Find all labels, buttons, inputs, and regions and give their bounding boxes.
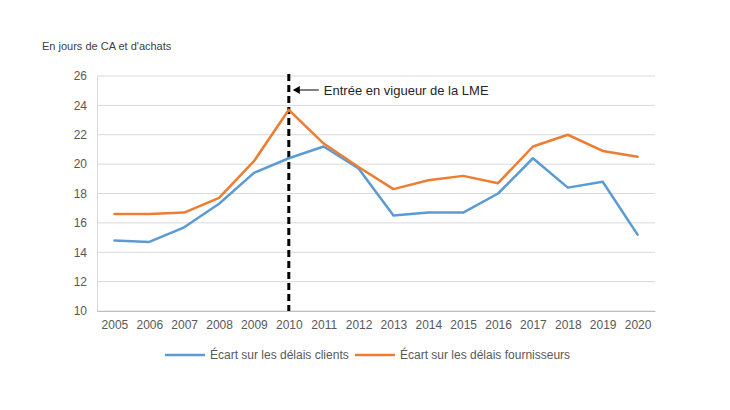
y-tick-label: 14 [74,246,88,260]
grid-line [97,222,655,223]
y-axis-title: En jours de CA et d'achats [42,40,172,52]
series-line [114,147,637,242]
plot-area [114,110,637,242]
grid-line [97,252,655,253]
chart: 1012141618202224262005200620072008200920… [0,0,730,410]
legend-swatch [165,354,205,357]
x-tick-label: 2019 [590,318,617,332]
x-tick-label: 2012 [346,318,373,332]
y-tick-label: 24 [74,99,88,113]
x-tick-label: 2018 [555,318,582,332]
x-tick: 2014 [415,311,442,332]
legend-swatch [355,354,395,357]
x-tick: 2016 [485,311,512,332]
y-tick-label: 12 [74,275,88,289]
y-tick-label: 22 [74,128,88,142]
y-axis: 10 12 14 16 18 20 22 24 26 [74,69,98,318]
y-tick-label: 26 [74,69,88,83]
x-tick: 2013 [381,311,408,332]
x-tick-label: 2015 [450,318,477,332]
x-tick-label: 2017 [520,318,547,332]
y-tick-label: 20 [74,157,88,171]
x-tick: 2020 [625,311,652,332]
y-tick: 12 [74,275,97,289]
x-tick: 2007 [171,311,198,332]
x-tick: 2018 [555,311,582,332]
x-tick-label: 2005 [102,318,129,332]
y-tick: 14 [74,246,97,260]
y-tick: 16 [74,216,97,230]
y-tick: 24 [74,99,97,113]
grid-line [97,164,655,165]
x-tick-label: 2010 [276,318,303,332]
grid-line [97,281,655,282]
x-axis: 2005 2006 2007 2008 2009 2010 2011 2012 2013 2014… [98,311,656,332]
y-tick: 20 [74,157,97,171]
x-tick: 2019 [590,311,617,332]
x-tick: 2006 [136,311,163,332]
x-tick-label: 2008 [206,318,233,332]
legend: Écart sur les délais clients Écart sur le… [165,347,570,362]
grid-line [97,76,655,77]
x-tick: 2009 [241,311,268,332]
y-tick: 22 [74,128,97,142]
x-tick: 2008 [206,311,233,332]
y-tick: 10 [74,304,97,318]
y-axis-line [97,77,98,312]
y-tick-label: 16 [74,216,88,230]
x-tick-label: 2013 [381,318,408,332]
x-tick-label: 2016 [485,318,512,332]
x-tick: 2012 [346,311,373,332]
x-tick-label: 2006 [136,318,163,332]
annotation-arrow-head [293,86,300,94]
legend-label: Écart sur les délais fournisseurs [400,347,570,362]
grid-line [97,105,655,106]
grid [97,76,655,311]
x-tick-label: 2011 [311,318,337,332]
legend-label: Écart sur les délais clients [210,347,349,362]
x-tick: 2010 [276,311,303,332]
y-tick: 26 [74,69,97,83]
y-tick-label: 10 [74,304,88,318]
series-line [114,110,637,214]
grid-line [97,311,655,312]
y-tick-label: 18 [74,187,88,201]
x-tick-label: 2009 [241,318,268,332]
y-tick: 18 [74,187,97,201]
x-tick: 2011 [311,311,337,332]
annotation-text: Entrée en vigueur de la LME [324,83,489,98]
x-tick-label: 2014 [415,318,442,332]
x-axis-line [98,311,656,312]
x-tick-label: 2007 [171,318,198,332]
x-tick: 2017 [520,311,547,332]
x-tick: 2015 [450,311,477,332]
x-tick-label: 2020 [625,318,652,332]
x-tick: 2005 [102,311,129,332]
